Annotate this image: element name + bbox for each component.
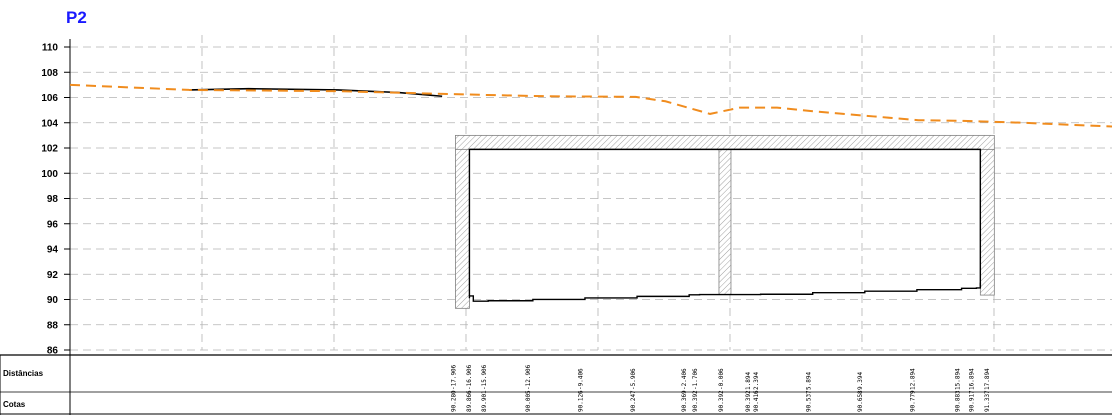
station-distance-label: 17.894	[984, 368, 991, 390]
station-cota-label: 91.337	[984, 390, 991, 412]
distancias-row-label: Distâncias	[3, 369, 44, 378]
station-distance-label: 15.894	[955, 368, 962, 390]
structure-section	[455, 134, 995, 309]
station-cota-label: 90.369	[681, 390, 688, 412]
station-distance-label: 12.894	[909, 368, 916, 390]
station-distance-label: -12.906	[525, 364, 532, 390]
station-distance-label: -9.406	[577, 368, 584, 390]
station-distance-label: 2.394	[753, 372, 760, 390]
station-distance-label: -15.906	[481, 364, 488, 390]
station-cota-label: 90.005	[525, 390, 532, 412]
grid	[70, 35, 1112, 351]
y-tick-label: 102	[41, 144, 58, 155]
y-tick-label: 98	[47, 194, 59, 205]
y-tick-label: 94	[47, 245, 59, 256]
station-cota-label: 90.247	[630, 390, 637, 412]
station-distance-label: -0.006	[718, 368, 725, 390]
y-tick-label: 104	[41, 118, 58, 129]
cotas-row-label: Cotas	[3, 400, 26, 409]
station-distance-label: -1.706	[692, 368, 699, 390]
station-distance-label: -2.406	[681, 368, 688, 390]
inner-outline	[468, 148, 982, 299]
y-tick-label: 110	[42, 43, 59, 54]
station-cota-label: 89.866	[466, 390, 473, 412]
station-cota-label: 90.658	[857, 390, 864, 412]
y-tick-label: 106	[41, 93, 58, 104]
y-tick-label: 86	[47, 346, 59, 357]
station-cota-label: 90.537	[806, 390, 813, 412]
y-axis: 110 108 106 104 102 100 98 96 94 92 90 88 86	[41, 39, 71, 357]
terrain-profile-line	[69, 83, 1112, 128]
invert-line	[469, 282, 982, 302]
station-distance-label: 5.894	[806, 372, 813, 390]
y-tick-label: 90	[47, 295, 59, 306]
y-tick-label: 96	[47, 219, 59, 230]
station-cota-label: 90.392	[692, 390, 699, 412]
existing-ground-line	[189, 87, 443, 98]
station-cota-label: 90.416	[753, 390, 760, 412]
station-cota-label: 90.392	[745, 390, 752, 412]
y-tick-label: 92	[47, 270, 59, 281]
station-distance-label: 1.894	[745, 372, 752, 390]
station-cota-label: 90.126	[577, 390, 584, 412]
station-cota-label: 90.883	[955, 390, 962, 412]
left-wall	[455, 148, 470, 309]
profiles	[69, 83, 1112, 128]
station-cota-label: 90.917	[968, 390, 975, 412]
station-distance-label: -5.906	[630, 368, 637, 390]
station-cota-label: 90.280	[450, 390, 457, 412]
station-distance-label: -16.906	[466, 364, 473, 390]
station-distance-label: -17.906	[450, 364, 457, 390]
right-wall	[979, 148, 995, 296]
data-table: Distâncias Cotas -17.90690.280-16.90689.…	[0, 354, 1112, 415]
top-slab	[455, 134, 995, 150]
y-tick-label: 88	[47, 320, 59, 331]
station-cota-label: 90.392	[718, 390, 725, 412]
station-cota-label: 90.779	[909, 390, 916, 412]
station-distance-label: 16.894	[968, 368, 975, 390]
station-distance-label: 9.394	[857, 372, 864, 390]
station-cota-label: 89.901	[481, 390, 488, 412]
page-title: P2	[66, 8, 87, 27]
y-tick-label: 100	[41, 169, 58, 180]
y-tick-label: 108	[41, 68, 58, 79]
middle-wall	[718, 148, 732, 295]
